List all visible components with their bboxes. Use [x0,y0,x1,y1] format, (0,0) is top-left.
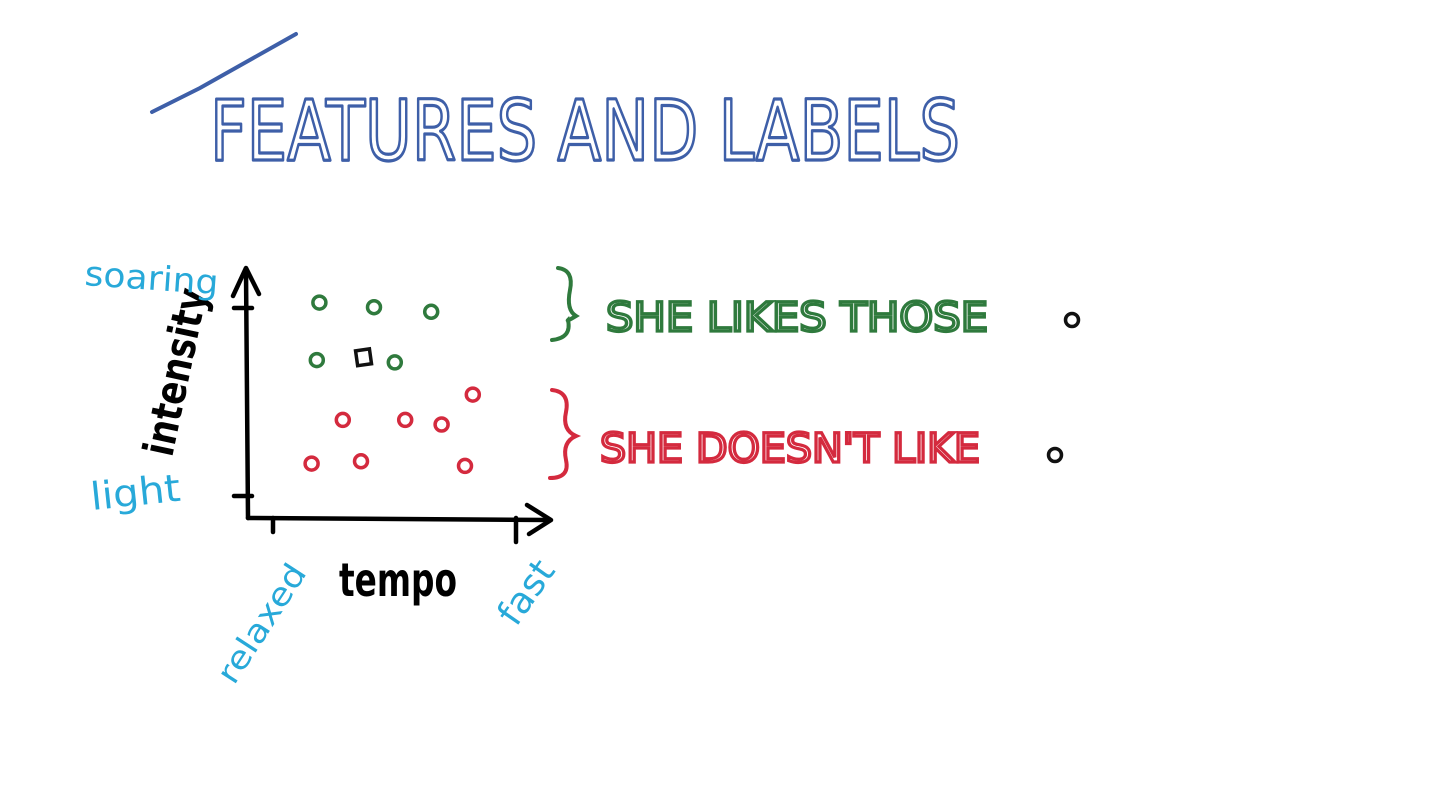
data-point-series-1-0 [334,411,352,429]
data-point-series-0-0 [311,294,328,311]
y-tick-label-top: soaring [83,254,219,303]
data-point-series-0-2 [422,303,440,321]
data-point-series-1-3 [464,386,482,403]
data-point-series-1-1 [396,411,414,429]
brace-disliked [548,388,582,480]
y-axis-label: intensity [134,284,217,460]
data-point-series-1-5 [352,453,370,470]
data-point-series-1-2 [433,416,450,433]
data-point-series-1-4 [303,455,320,472]
unlabeled-point-0 [1063,311,1081,329]
x-axis-label: tempo [339,553,457,607]
data-point-series-1-6 [456,457,474,475]
y-axis-arrowhead [230,265,262,299]
unlabeled-examples [1046,311,1081,464]
y-tick-label-bottom: light [88,466,182,519]
chart-axes [230,265,554,545]
data-point-series-0-4 [386,354,404,371]
brace-liked [550,266,580,342]
data-point-series-0-3 [308,351,326,369]
legend-label-disliked: SHE DOESN'T LIKE [600,426,980,472]
x-axis-arrowhead [524,502,554,537]
title-underline-stroke [150,32,298,114]
unlabeled-point-1 [1046,446,1064,464]
data-point-series-0-1 [365,298,383,316]
data-point-series-2-0 [353,346,374,368]
scatter-points [303,294,482,475]
x-tick-label-right: fast [490,552,564,633]
y-axis-line [243,269,251,521]
x-axis-line [245,515,551,523]
x-tick-label-left: relaxed [209,556,314,690]
page-title: FEATURES AND LABELS [210,82,960,180]
legend-label-liked: SHE LIKES THOSE [606,295,988,341]
